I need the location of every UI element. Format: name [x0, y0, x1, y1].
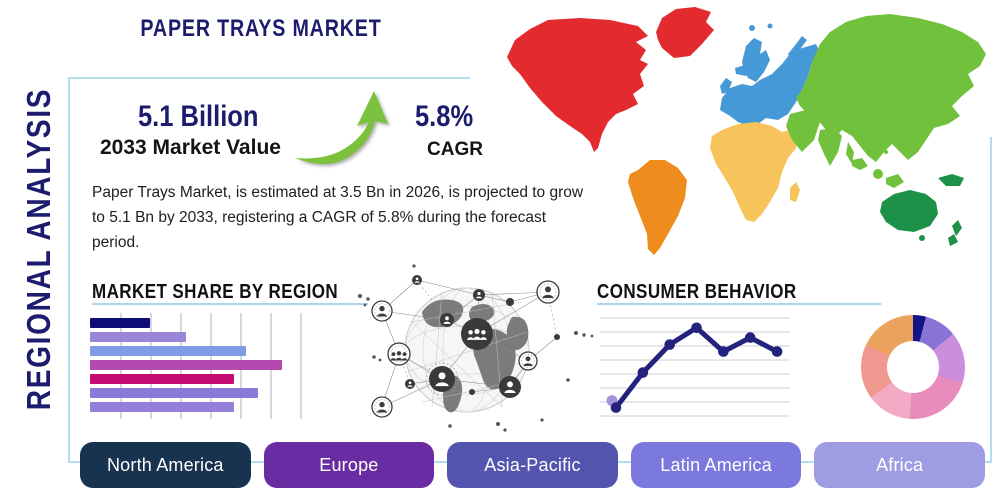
market-description: Paper Trays Market, is estimated at 3.5 …: [92, 184, 584, 251]
bar-chart-bars: [90, 318, 282, 416]
region-button-africa[interactable]: Africa: [814, 442, 985, 488]
person-ring-node-icon: [371, 280, 560, 418]
frame-border-left: [68, 77, 70, 463]
up-trend-arrow-icon: [295, 91, 388, 165]
market-share-bar: [90, 318, 150, 328]
region-buttons-row: North America Europe Asia-Pacific Latin Ame…: [80, 442, 985, 488]
region-button-asia-pacific[interactable]: Asia-Pacific: [447, 442, 618, 488]
person-node-icon: [405, 275, 560, 398]
continent-south-america: [628, 160, 687, 255]
consumer-behavior-title: CONSUMER BEHAVIOR: [597, 281, 797, 303]
continent-greenland: [656, 7, 714, 58]
continent-europe: [720, 23, 820, 126]
consumer-line-chart: [600, 317, 790, 417]
global-network-globe-icon: [358, 264, 594, 432]
market-share-underline: [92, 303, 368, 305]
market-share-bar: [90, 332, 186, 342]
side-label-regional-analysis: REGIONAL ANALYSIS: [20, 87, 57, 411]
world-map: [507, 7, 986, 255]
market-share-bar: [90, 346, 246, 356]
market-share-bar: [90, 360, 282, 370]
market-share-title: MARKET SHARE BY REGION: [92, 281, 339, 303]
region-donut-chart: [861, 315, 965, 419]
market-value-caption: 2033 Market Value: [100, 136, 281, 159]
market-share-bar: [90, 388, 258, 398]
region-button-latin-america[interactable]: Latin America: [630, 442, 802, 488]
continent-asia: [786, 14, 986, 188]
cagr-caption: CAGR: [427, 139, 483, 160]
consumer-behavior-underline: [597, 303, 881, 305]
market-share-bar: [90, 402, 234, 412]
gridline: [300, 313, 302, 419]
market-share-bar: [90, 374, 234, 384]
market-share-bar-chart: [90, 313, 305, 419]
cagr-stat: 5.8%: [415, 100, 474, 133]
donut-hole: [887, 341, 939, 393]
continent-africa: [710, 122, 800, 222]
page-title: PAPER TRAYS MARKET: [140, 15, 382, 42]
frame-border-top: [68, 77, 470, 79]
frame-border-right: [990, 137, 992, 463]
region-button-europe[interactable]: Europe: [263, 442, 435, 488]
market-value-stat: 5.1 Billion: [138, 100, 259, 133]
continent-oceania: [880, 174, 964, 246]
continent-north-america: [507, 18, 648, 152]
region-button-north-america[interactable]: North America: [80, 442, 251, 488]
